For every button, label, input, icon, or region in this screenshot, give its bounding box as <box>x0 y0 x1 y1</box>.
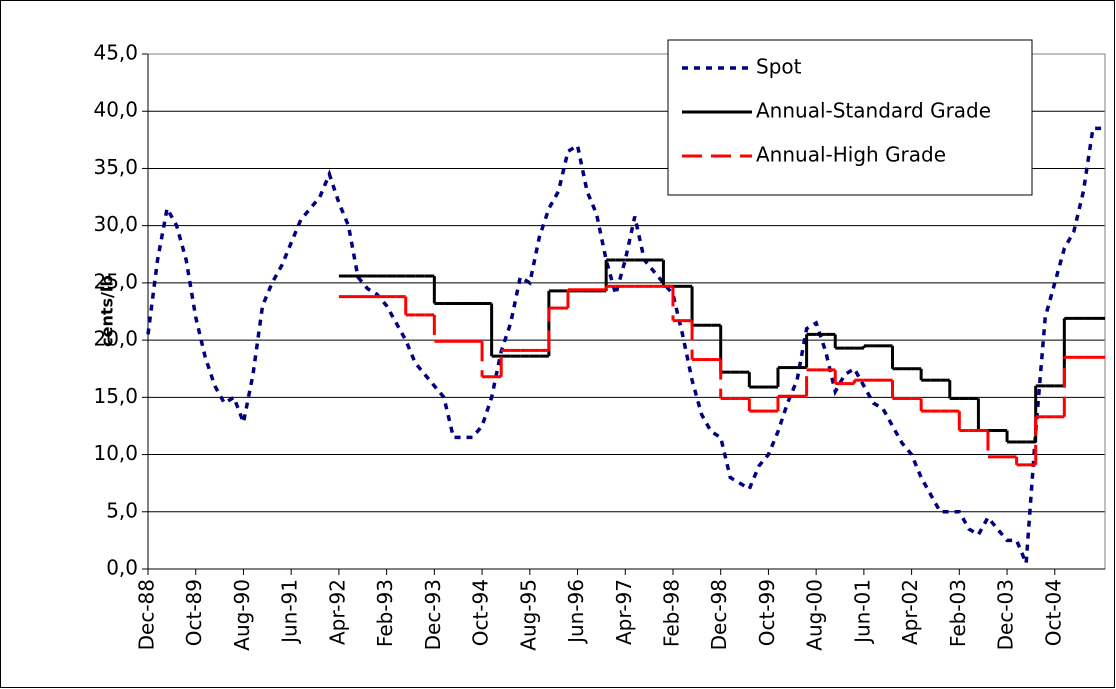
y-tick-label: 20,0 <box>93 327 138 351</box>
x-tick-label: Feb-98 <box>659 579 683 647</box>
legend-label: Spot <box>756 55 802 79</box>
y-tick-label: 25,0 <box>93 269 138 293</box>
y-axis-label: cents/lb <box>98 275 117 347</box>
legend: Spot Annual-Standard Grade Annual-High Gra… <box>667 39 1033 196</box>
y-tick-label: 15,0 <box>93 384 138 408</box>
x-tick-label: Oct-04 <box>1041 579 1065 646</box>
x-tick-label: Feb-93 <box>373 579 397 647</box>
line-series <box>146 126 1103 564</box>
x-tick-label: Oct-99 <box>755 579 779 646</box>
y-tick-label: 40,0 <box>93 98 138 122</box>
x-tick-label: Dec-88 <box>135 579 159 650</box>
x-tick-label: Dec-93 <box>421 579 445 650</box>
x-tick-label: Aug-95 <box>516 579 540 651</box>
legend-label: Annual-Standard Grade <box>756 99 991 123</box>
y-tick-label: 5,0 <box>106 498 138 522</box>
x-tick-label: Oct-94 <box>469 579 493 646</box>
x-tick-label: Jun-91 <box>278 579 302 645</box>
x-tick-label: Apr-97 <box>612 579 636 645</box>
x-tick-label: Dec-03 <box>994 579 1018 650</box>
x-tick-label: Jun-01 <box>850 579 874 645</box>
x-tick-label: Jun-96 <box>564 579 588 645</box>
x-tick-label: Apr-02 <box>898 579 922 645</box>
y-tick-label: 10,0 <box>93 441 138 465</box>
x-tick-label: Dec-98 <box>707 579 731 650</box>
x-tick-label: Aug-90 <box>230 579 254 651</box>
y-tick-label: 30,0 <box>93 212 138 236</box>
legend-box <box>667 39 1033 196</box>
legend-label: Annual-High Grade <box>756 143 946 167</box>
y-tick-label: 45,0 <box>93 41 138 65</box>
x-tick-label: Aug-00 <box>803 579 827 651</box>
x-tick-label: Apr-92 <box>325 579 349 645</box>
y-tick-label: 35,0 <box>93 155 138 179</box>
y-tick-label: 0,0 <box>106 556 138 580</box>
x-tick-label: Oct-89 <box>182 579 206 646</box>
x-tick-label: Feb-03 <box>946 579 970 647</box>
